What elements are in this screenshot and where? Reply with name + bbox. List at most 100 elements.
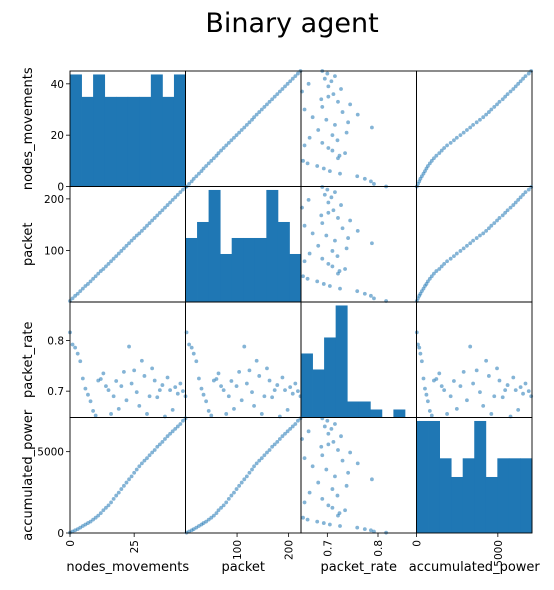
scatter-point <box>326 94 331 99</box>
scatter-point <box>134 467 139 472</box>
scatter-point <box>170 429 175 434</box>
scatter-point <box>252 115 256 120</box>
scatter-point <box>80 376 85 381</box>
scatter-point <box>523 381 528 386</box>
scatter-point <box>497 99 502 104</box>
scatter-point <box>122 370 126 374</box>
scatter-point <box>468 241 473 246</box>
scatter-point <box>216 151 221 156</box>
histogram-bar <box>93 74 106 187</box>
x-axis-label: nodes_movements <box>66 560 189 575</box>
scatter-point <box>124 398 129 403</box>
scatter-point <box>465 398 469 403</box>
scatter-point <box>219 384 223 388</box>
scatter-point <box>526 389 531 394</box>
plot-layer: 0 20 40 nodes_movements 100 200 packet 0.7 0.8 pa… <box>21 67 540 575</box>
histogram-bar <box>150 74 163 187</box>
scatter-point <box>465 243 469 248</box>
scatter-point <box>272 94 277 99</box>
scatter-point <box>497 378 502 383</box>
scatter-point <box>275 92 280 96</box>
scatter-point <box>242 125 247 130</box>
scatter-point <box>516 81 521 86</box>
scatter-point <box>331 208 336 213</box>
scatter-point <box>301 158 305 163</box>
scatter-point <box>508 89 513 94</box>
y-tick-label: 0 <box>57 182 64 194</box>
scatter-point <box>254 461 259 466</box>
scatter-point <box>445 259 449 264</box>
scatter-point <box>333 474 337 479</box>
scatter-point <box>369 179 373 184</box>
scatter-point <box>132 236 137 240</box>
scatter-point <box>346 120 351 125</box>
scatter-point <box>98 269 103 273</box>
scatter-point <box>106 503 111 508</box>
scatter-point <box>340 110 345 114</box>
scatter-point <box>306 198 311 202</box>
scatter-point <box>324 117 329 122</box>
histogram-bar <box>370 409 383 418</box>
scatter-point <box>362 176 367 181</box>
scatter-point <box>132 368 137 373</box>
scatter-point <box>301 515 305 520</box>
scatter-point <box>129 381 134 386</box>
scatter-point <box>442 261 447 266</box>
scatter-point <box>209 158 214 163</box>
scatter-point <box>489 223 494 228</box>
scatter-point <box>432 156 436 161</box>
scatter-point <box>484 358 489 363</box>
scatter-point <box>189 345 194 350</box>
scatter-point <box>288 385 293 390</box>
scatter-point <box>280 375 285 380</box>
scatter-point <box>333 238 337 243</box>
scatter-point <box>425 399 430 404</box>
scatter-point <box>209 515 214 520</box>
scatter-point <box>489 412 494 416</box>
scatter-point <box>152 448 157 452</box>
scatter-point <box>259 456 264 461</box>
scatter-point <box>434 153 439 158</box>
histogram-bar <box>520 458 533 533</box>
histogram-bar <box>208 189 221 302</box>
scatter-point <box>137 403 142 408</box>
scatter-point <box>247 120 252 125</box>
scatter-point <box>503 388 508 393</box>
scatter-point <box>181 389 185 394</box>
scatter-point <box>348 218 353 223</box>
cell-packet_rate-vs-nodes_movements <box>68 301 188 419</box>
scatter-point <box>320 256 325 261</box>
scatter-point <box>344 130 349 135</box>
cell-frame <box>416 417 533 534</box>
histogram-bar <box>301 353 313 418</box>
scatter-point <box>216 371 221 376</box>
scatter-point <box>187 182 192 186</box>
scatter-point <box>234 384 239 388</box>
scatter-point <box>362 291 367 296</box>
scatter-point <box>189 179 194 184</box>
scatter-point <box>201 392 206 397</box>
scatter-point <box>160 208 165 213</box>
scatter-point <box>329 195 334 200</box>
histogram-bar <box>139 96 152 187</box>
scatter-point <box>333 422 337 426</box>
scatter-point <box>497 216 502 220</box>
scatter-point <box>129 238 134 243</box>
scatter-point <box>139 461 144 466</box>
scatter-point <box>270 395 275 400</box>
histogram-bar <box>324 337 337 418</box>
scatter-point <box>495 218 499 223</box>
scatter-point <box>461 130 466 135</box>
x-tick-label: 0 <box>412 540 424 547</box>
histogram-bar <box>162 96 175 187</box>
scatter-point <box>452 138 456 143</box>
scatter-point <box>310 464 315 469</box>
scatter-point <box>486 374 491 378</box>
scatter-point <box>329 79 334 84</box>
scatter-point <box>481 231 486 236</box>
scatter-point <box>98 377 103 381</box>
scatter-point <box>181 187 185 192</box>
scatter-point <box>204 519 209 524</box>
scatter-point <box>78 359 83 364</box>
scatter-point <box>173 195 178 200</box>
